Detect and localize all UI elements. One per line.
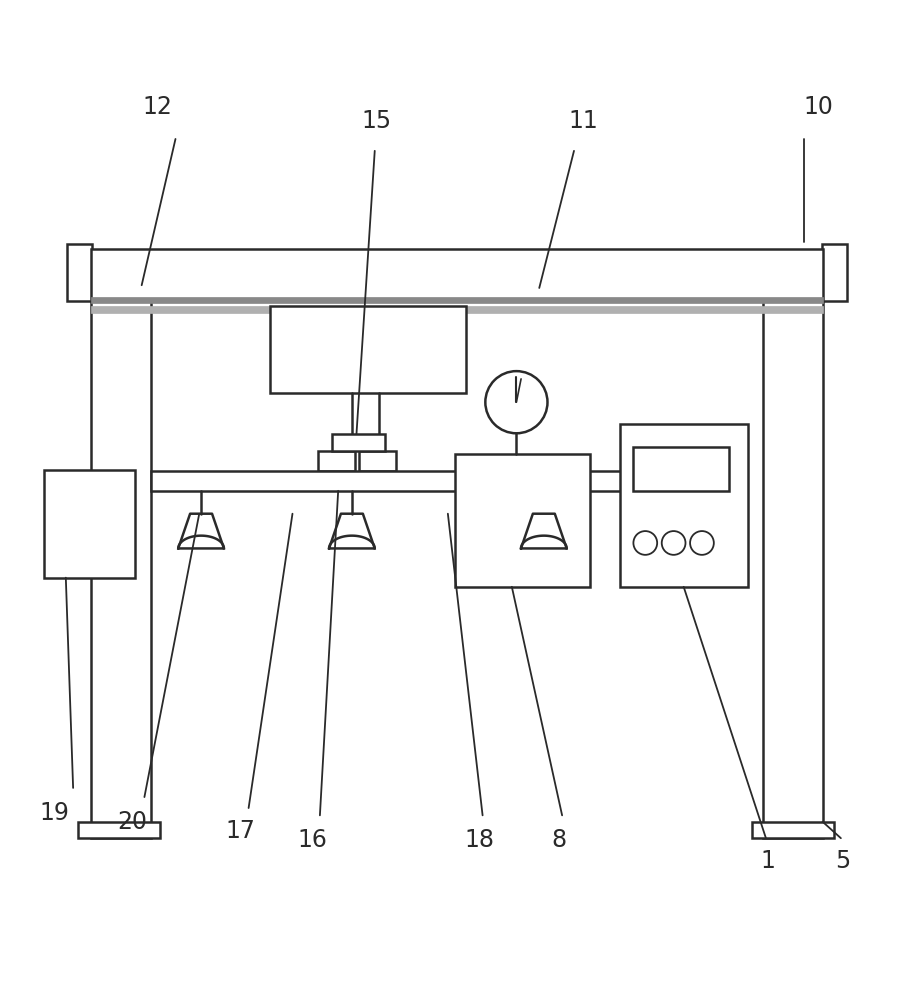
Circle shape <box>662 531 686 555</box>
Bar <box>91 290 151 838</box>
Bar <box>67 244 92 301</box>
Text: 16: 16 <box>298 828 327 852</box>
Circle shape <box>485 371 547 433</box>
Circle shape <box>633 531 657 555</box>
Text: 17: 17 <box>226 819 255 843</box>
Text: 12: 12 <box>143 95 172 119</box>
Bar <box>91 297 823 303</box>
Bar <box>270 306 466 393</box>
Bar <box>763 290 823 838</box>
Text: 10: 10 <box>803 95 833 119</box>
Bar <box>620 424 748 587</box>
Bar <box>455 454 590 587</box>
Bar <box>822 244 847 301</box>
Circle shape <box>690 531 714 555</box>
Bar <box>359 451 396 471</box>
Bar <box>752 822 834 838</box>
Bar <box>91 249 823 299</box>
Bar <box>96 290 146 294</box>
Text: 1: 1 <box>760 849 775 873</box>
Text: 20: 20 <box>118 810 147 834</box>
Text: 11: 11 <box>569 109 598 133</box>
Bar <box>91 306 823 313</box>
Text: 15: 15 <box>362 109 391 133</box>
Text: 8: 8 <box>552 828 567 852</box>
Text: 19: 19 <box>40 801 69 825</box>
Text: 18: 18 <box>465 828 494 852</box>
Bar <box>318 451 355 471</box>
Bar <box>151 471 644 491</box>
Text: 5: 5 <box>835 849 850 873</box>
Bar <box>633 447 729 491</box>
Bar <box>78 822 160 838</box>
Bar <box>332 434 385 451</box>
Bar <box>44 470 135 578</box>
